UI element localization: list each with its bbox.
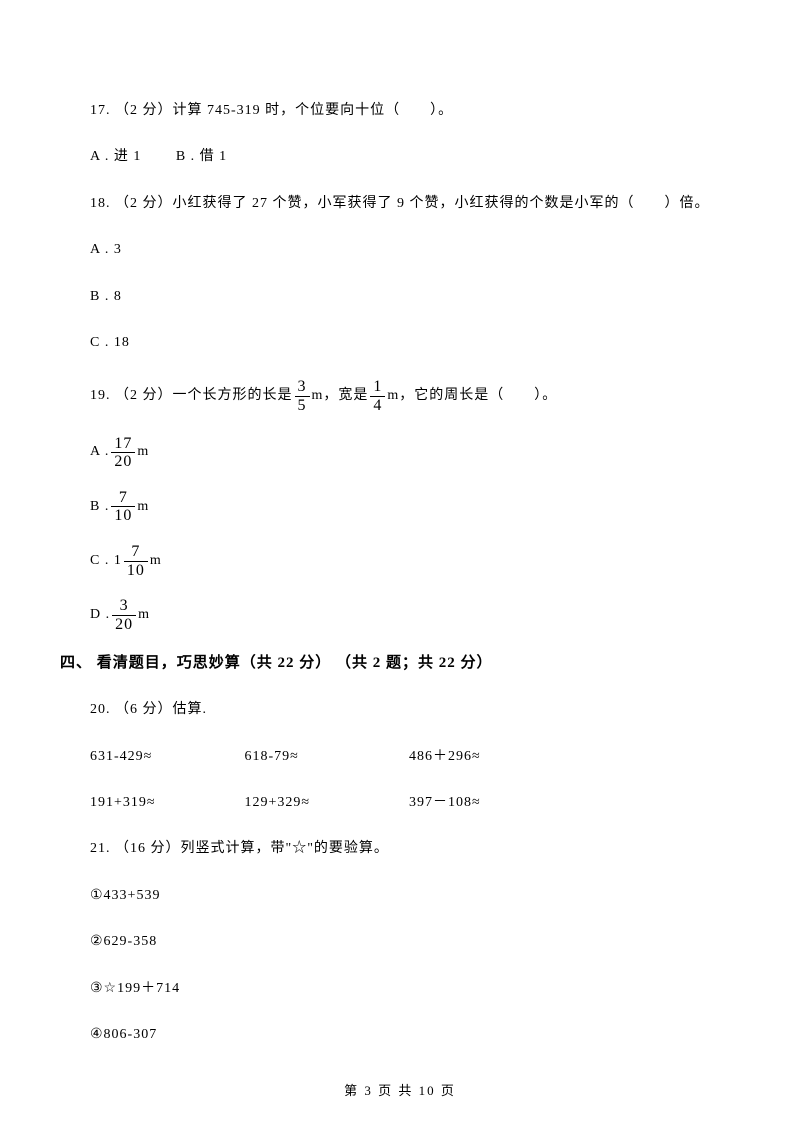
q19-option-c: C . 1 7 10 m xyxy=(90,543,710,579)
fraction-numerator: 17 xyxy=(111,435,135,454)
option-label: C . 1 xyxy=(90,550,122,572)
fraction-numerator: 3 xyxy=(295,378,310,397)
fraction-denominator: 20 xyxy=(111,453,135,471)
q18-option-b: B . 8 xyxy=(90,286,710,308)
estimate-item: 618-79≈ xyxy=(245,746,405,768)
q19-option-b: B . 7 10 m xyxy=(90,489,710,525)
q20-row-1: 631-429≈ 618-79≈ 486＋296≈ xyxy=(90,746,710,768)
q18-option-c: C . 18 xyxy=(90,332,710,354)
option-fraction: 17 20 xyxy=(111,435,135,471)
question-18: 18. （2 分）小红获得了 27 个赞，小军获得了 9 个赞，小红获得的个数是… xyxy=(90,193,710,215)
estimate-item: 129+329≈ xyxy=(245,792,405,814)
option-fraction: 3 20 xyxy=(112,597,136,633)
fraction-denominator: 10 xyxy=(111,507,135,525)
estimate-item: 191+319≈ xyxy=(90,792,240,814)
option-fraction: 7 10 xyxy=(111,489,135,525)
fraction-denominator: 4 xyxy=(370,397,385,415)
option-label: B . xyxy=(90,496,109,518)
q21-item-4: ④806-307 xyxy=(90,1024,710,1046)
question-19: 19. （2 分）一个长方形的长是 3 5 m，宽是 1 4 m，它的周长是（ … xyxy=(90,378,710,414)
estimate-item: 397－108≈ xyxy=(409,792,481,814)
fraction-numerator: 1 xyxy=(370,378,385,397)
q17-option-b: B . 借 1 xyxy=(176,149,227,164)
q19-prefix: 19. （2 分）一个长方形的长是 xyxy=(90,385,293,407)
q19-option-d: D . 3 20 m xyxy=(90,597,710,633)
q19-option-a: A . 17 20 m xyxy=(90,435,710,471)
fraction-denominator: 20 xyxy=(112,616,136,634)
q21-item-1: ①433+539 xyxy=(90,885,710,907)
q19-fraction-2: 1 4 xyxy=(370,378,385,414)
q18-option-a: A . 3 xyxy=(90,239,710,261)
estimate-item: 631-429≈ xyxy=(90,746,240,768)
estimate-item: 486＋296≈ xyxy=(409,746,481,768)
fraction-numerator: 3 xyxy=(112,597,136,616)
q17-options: A . 进 1 B . 借 1 xyxy=(90,146,710,168)
section-4-title: 四、 看清题目，巧思妙算（共 22 分） （共 2 题；共 22 分） xyxy=(60,651,710,675)
option-label: A . xyxy=(90,441,109,463)
q21-item-2: ②629-358 xyxy=(90,931,710,953)
fraction-numerator: 7 xyxy=(111,489,135,508)
option-label: D . xyxy=(90,604,110,626)
question-17: 17. （2 分）计算 745-319 时，个位要向十位（ ）。 xyxy=(90,100,710,122)
q20-row-2: 191+319≈ 129+329≈ 397－108≈ xyxy=(90,792,710,814)
q17-option-a: A . 进 1 xyxy=(90,149,141,164)
q19-fraction-1: 3 5 xyxy=(295,378,310,414)
option-unit: m xyxy=(137,496,149,518)
question-21: 21. （16 分）列竖式计算，带"☆"的要验算。 xyxy=(90,838,710,860)
question-20: 20. （6 分）估算. xyxy=(90,699,710,721)
fraction-denominator: 5 xyxy=(295,397,310,415)
option-fraction: 7 10 xyxy=(124,543,148,579)
q19-suffix: m，它的周长是（ ）。 xyxy=(387,385,557,407)
q21-item-3: ③☆199＋714 xyxy=(90,978,710,1000)
option-unit: m xyxy=(150,550,162,572)
page-footer: 第 3 页 共 10 页 xyxy=(0,1081,800,1102)
option-unit: m xyxy=(138,604,150,626)
fraction-denominator: 10 xyxy=(124,562,148,580)
q19-mid1: m，宽是 xyxy=(312,385,369,407)
fraction-numerator: 7 xyxy=(124,543,148,562)
option-unit: m xyxy=(137,441,149,463)
